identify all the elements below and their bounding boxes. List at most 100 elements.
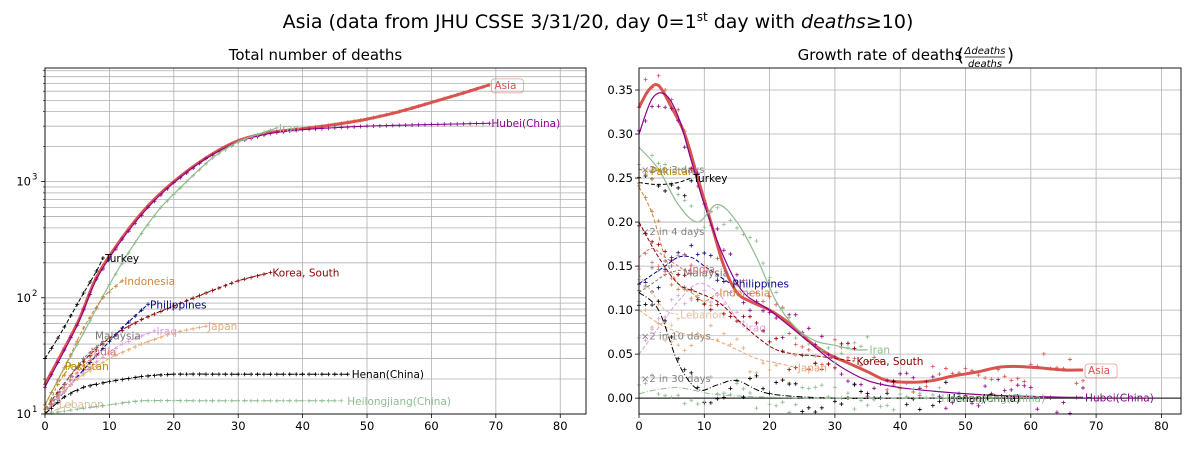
data-point — [891, 379, 896, 384]
data-point — [100, 381, 105, 386]
series-label-group: Hubei(China) — [491, 118, 560, 130]
data-point — [403, 107, 408, 112]
data-point — [352, 124, 357, 129]
series-label: Iran — [870, 345, 891, 357]
data-point — [165, 333, 170, 338]
figure-title-text: Asia (data from JHU CSSE 3/31/20, day 0=… — [283, 11, 697, 33]
data-point — [55, 394, 60, 399]
data-point — [728, 342, 733, 347]
data-point — [55, 336, 60, 341]
data-point — [891, 407, 896, 412]
data-point — [300, 127, 305, 132]
data-point — [787, 331, 792, 336]
data-point — [197, 398, 202, 403]
data-point — [767, 367, 772, 372]
data-point — [126, 347, 131, 352]
data-point — [191, 296, 196, 301]
data-point — [689, 166, 694, 171]
data-point — [656, 161, 661, 166]
data-point — [1081, 378, 1086, 383]
series-label: Iran — [279, 123, 300, 135]
data-point — [94, 364, 99, 369]
data-point — [761, 328, 766, 333]
series-label-group: Asia — [490, 78, 524, 94]
data-point — [676, 356, 681, 361]
figure-title-sup: st — [697, 10, 708, 24]
data-point — [819, 367, 824, 372]
data-point — [152, 312, 157, 317]
data-point — [390, 123, 395, 128]
data-point — [55, 360, 60, 365]
data-point — [191, 166, 196, 171]
data-point — [384, 123, 389, 128]
data-point — [715, 391, 720, 396]
data-point — [158, 335, 163, 340]
data-point — [806, 326, 811, 331]
data-point — [976, 373, 981, 378]
data-point — [223, 372, 228, 377]
series-label-group: Philippines — [150, 299, 207, 311]
figure-title: Asia (data from JHU CSSE 3/31/20, day 0=… — [283, 10, 914, 33]
data-point — [845, 379, 850, 384]
data-point — [236, 139, 241, 144]
data-point — [75, 323, 80, 328]
data-point — [107, 339, 112, 344]
data-point — [422, 122, 427, 127]
data-point — [68, 391, 73, 396]
data-point — [313, 398, 318, 403]
data-point — [94, 345, 99, 350]
data-point — [800, 332, 805, 337]
data-point — [55, 400, 60, 405]
data-point — [197, 372, 202, 377]
data-point — [75, 370, 80, 375]
data-point — [650, 85, 655, 90]
data-point — [133, 336, 138, 341]
x-axis: 0 10 20 30 40 50 60 70 80 — [635, 414, 1169, 433]
data-point — [1048, 395, 1053, 400]
data-point — [216, 286, 221, 291]
series-label: Hubei(China) — [1085, 392, 1154, 404]
data-point — [682, 348, 687, 353]
data-point — [274, 398, 279, 403]
data-point — [158, 205, 163, 210]
data-point — [721, 279, 726, 284]
data-point — [249, 398, 254, 403]
data-point — [416, 122, 421, 127]
data-point — [184, 372, 189, 377]
data-point — [184, 179, 189, 184]
data-point — [708, 300, 713, 305]
series-label: Pakistan — [651, 166, 695, 178]
data-point — [682, 198, 687, 203]
data-point — [826, 394, 831, 399]
series-line-korea-south — [44, 272, 271, 410]
data-point — [88, 292, 93, 297]
data-point — [120, 278, 125, 283]
data-point — [139, 308, 144, 313]
data-point — [62, 324, 67, 329]
data-point — [643, 77, 648, 82]
data-point — [689, 178, 694, 183]
data-point — [872, 386, 877, 391]
data-point — [255, 132, 260, 137]
y-tick-label: 0.35 — [607, 83, 633, 97]
data-point — [793, 402, 798, 407]
data-point — [741, 300, 746, 305]
data-point — [780, 306, 785, 311]
y-axis: 0.00 0.05 0.10 0.15 0.20 0.25 0.30 0.35 — [607, 83, 639, 405]
data-point — [656, 168, 661, 173]
data-point — [643, 381, 648, 386]
data-point — [839, 395, 844, 400]
data-point — [204, 372, 209, 377]
series-label: Iraq — [745, 323, 766, 335]
y-tick-label: 0.10 — [607, 303, 633, 317]
data-point — [294, 128, 299, 133]
data-point — [656, 299, 661, 304]
data-point — [1022, 383, 1027, 388]
data-point — [728, 252, 733, 257]
data-point — [113, 247, 118, 252]
data-point — [1009, 387, 1014, 392]
data-point — [62, 385, 67, 390]
data-point — [345, 120, 350, 125]
y-tick-exponent: 3 — [32, 173, 37, 183]
